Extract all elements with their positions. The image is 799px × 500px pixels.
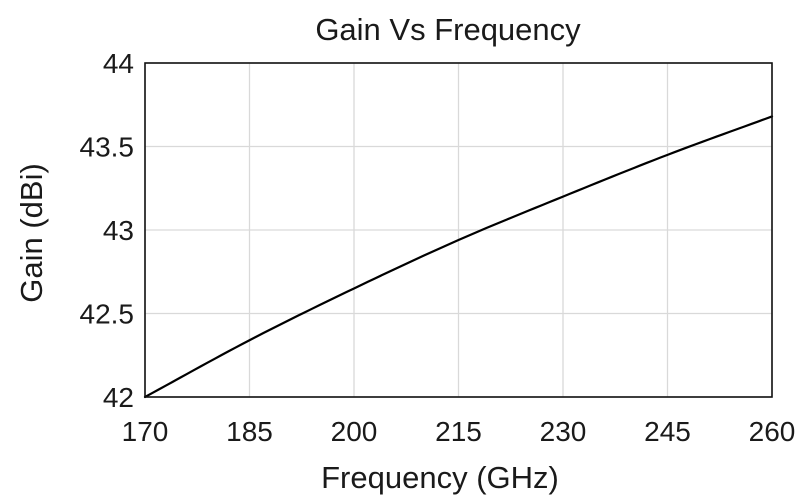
x-tick-label: 230 — [540, 416, 587, 447]
x-tick-labels: 170 185 200 215 230 245 260 — [122, 416, 796, 447]
y-tick-label: 44 — [103, 48, 134, 79]
x-tick-label: 170 — [122, 416, 169, 447]
y-tick-label: 43.5 — [80, 132, 135, 163]
y-tick-label: 42.5 — [80, 299, 135, 330]
y-tick-label: 42 — [103, 382, 134, 413]
gain-series-line — [143, 115, 774, 399]
x-tick-label: 185 — [226, 416, 273, 447]
chart-title: Gain Vs Frequency — [315, 12, 581, 47]
x-tick-label: 215 — [435, 416, 482, 447]
y-tick-label: 43 — [103, 215, 134, 246]
x-tick-label: 260 — [749, 416, 796, 447]
y-tick-labels: 44 43.5 43 42.5 42 — [80, 48, 135, 413]
series-layer — [143, 115, 774, 399]
plot-frame — [144, 62, 773, 398]
x-axis-title: Frequency (GHz) — [321, 460, 559, 495]
x-tick-label: 200 — [331, 416, 378, 447]
y-axis-title: Gain (dBi) — [14, 163, 49, 303]
x-tick-label: 245 — [644, 416, 691, 447]
